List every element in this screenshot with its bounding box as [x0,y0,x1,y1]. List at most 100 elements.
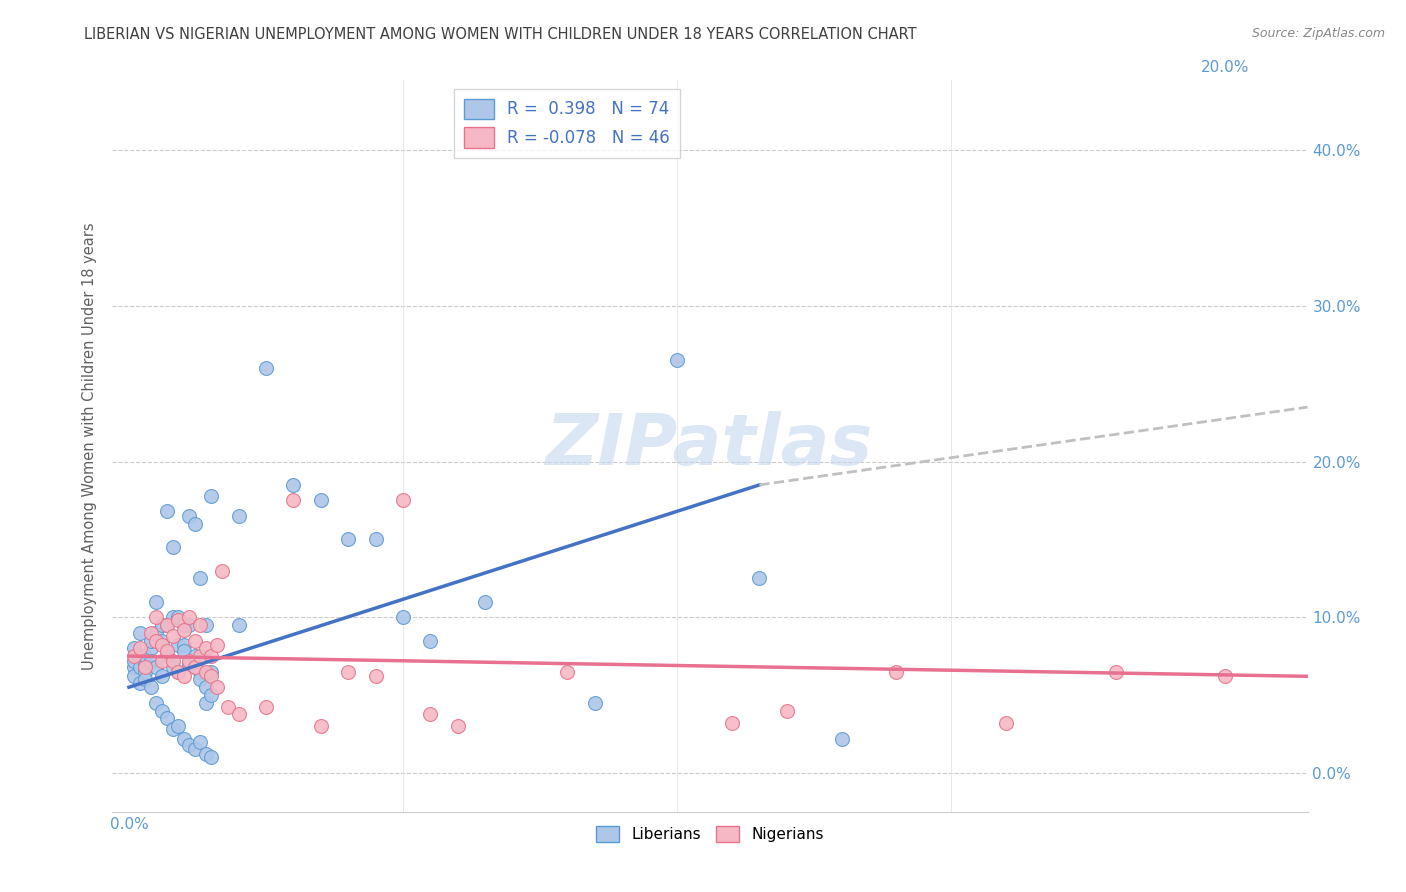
Point [179,657,201,671]
Point [156,649,179,664]
Point [128,641,150,656]
Point [179,618,201,632]
Point [188,665,211,679]
Point [162,540,184,554]
Point [200,669,222,683]
Point [228,618,250,632]
Text: ZIPatlas: ZIPatlas [547,411,873,481]
Point [392,610,415,624]
Point [167,638,190,652]
Point [194,665,217,679]
Legend: Liberians, Nigerians: Liberians, Nigerians [591,820,830,848]
Point [128,660,150,674]
Point [139,680,162,694]
Point [139,641,162,656]
Point [183,742,205,756]
Point [200,688,222,702]
Point [167,613,190,627]
Point [139,633,162,648]
Point [124,641,146,656]
Point [309,719,332,733]
Point [583,696,606,710]
Point [666,353,689,368]
Point [134,673,156,687]
Point [254,361,277,376]
Point [309,493,332,508]
Point [156,711,179,725]
Point [156,618,179,632]
Point [205,680,228,694]
Point [124,654,146,668]
Point [194,641,217,656]
Point [419,633,441,648]
Point [173,669,195,683]
Point [748,571,770,585]
Point [173,623,195,637]
Point [183,660,205,674]
Point [183,516,205,531]
Point [776,704,799,718]
Point [150,704,173,718]
Point [179,738,201,752]
Point [156,618,179,632]
Point [173,644,195,658]
Point [995,716,1018,731]
Point [128,675,150,690]
Point [134,660,156,674]
Point [145,594,167,608]
Point [886,665,908,679]
Point [150,618,173,632]
Point [337,665,360,679]
Point [211,564,233,578]
Point [188,673,211,687]
Point [150,638,173,652]
Point [194,747,217,761]
Point [179,610,201,624]
Text: LIBERIAN VS NIGERIAN UNEMPLOYMENT AMONG WOMEN WITH CHILDREN UNDER 18 YEARS CORRE: LIBERIAN VS NIGERIAN UNEMPLOYMENT AMONG … [84,27,917,42]
Point [194,696,217,710]
Point [179,509,201,524]
Point [156,504,179,518]
Point [145,625,167,640]
Point [228,509,250,524]
Point [188,649,211,664]
Point [200,750,222,764]
Point [419,706,441,721]
Point [205,638,228,652]
Point [128,625,150,640]
Point [447,719,470,733]
Point [134,657,156,671]
Point [194,618,217,632]
Point [194,680,217,694]
Point [162,723,184,737]
Point [145,633,167,648]
Point [188,571,211,585]
Point [254,700,277,714]
Point [162,610,184,624]
Point [283,478,305,492]
Point [188,734,211,748]
Point [283,493,305,508]
Point [134,649,156,664]
Point [179,654,201,668]
Point [139,625,162,640]
Point [162,660,184,674]
Point [124,649,146,664]
Y-axis label: Unemployment Among Women with Children Under 18 years: Unemployment Among Women with Children U… [82,222,97,670]
Point [162,654,184,668]
Point [150,654,173,668]
Point [167,665,190,679]
Point [1105,665,1128,679]
Point [173,731,195,746]
Point [183,633,205,648]
Point [145,610,167,624]
Point [557,665,579,679]
Point [167,665,190,679]
Point [188,618,211,632]
Point [200,489,222,503]
Point [1215,669,1237,683]
Point [173,638,195,652]
Point [200,649,222,664]
Point [128,649,150,664]
Point [217,700,239,714]
